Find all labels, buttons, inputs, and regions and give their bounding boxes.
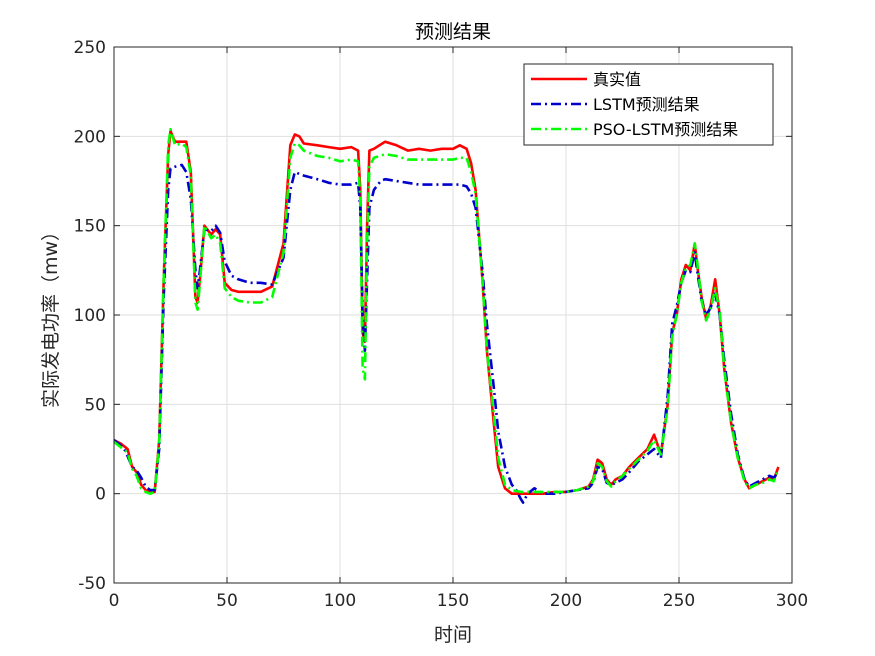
x-tick-label: 0: [109, 591, 120, 611]
legend-label-1: LSTM预测结果: [593, 95, 700, 114]
y-tick-label: 50: [84, 395, 106, 415]
chart-title: 预测结果: [415, 21, 491, 43]
y-axis-title: 实际发电功率（mw）: [40, 222, 62, 408]
x-axis: 0 50 100 150 200 250 300: [109, 47, 808, 611]
x-tick-label: 100: [324, 591, 356, 611]
legend-label-2: PSO-LSTM预测结果: [593, 120, 738, 139]
x-tick-label: 300: [776, 591, 808, 611]
x-tick-label: 250: [663, 591, 695, 611]
y-tick-label: 100: [74, 306, 106, 326]
series-line-2: [113, 127, 780, 495]
x-axis-title: 时间: [434, 624, 472, 646]
y-tick-label: 200: [74, 127, 106, 147]
legend-label-0: 真实值: [593, 70, 641, 89]
y-tick-label: 250: [74, 38, 106, 58]
x-tick-label: 150: [437, 591, 469, 611]
y-axis: -50 0 50 100 150 200 250: [74, 38, 792, 594]
x-tick-label: 50: [216, 591, 238, 611]
series-line-0: [113, 129, 780, 495]
x-tick-label: 200: [550, 591, 582, 611]
series-area: [113, 127, 780, 504]
y-tick-label: -50: [78, 574, 106, 594]
y-tick-label: 0: [95, 485, 106, 505]
legend: 真实值 LSTM预测结果 PSO-LSTM预测结果: [523, 63, 774, 146]
y-tick-label: 150: [74, 217, 106, 237]
